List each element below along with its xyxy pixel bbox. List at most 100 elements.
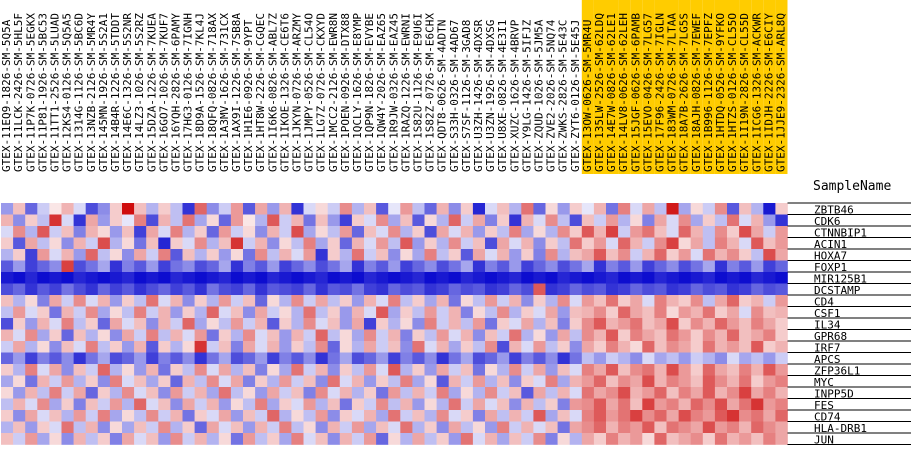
heatmap-cell	[37, 398, 50, 411]
heatmap-cell	[569, 387, 583, 399]
heatmap-cell	[400, 283, 413, 296]
heatmap-cell	[581, 318, 595, 330]
heatmap-cell	[763, 364, 776, 376]
heatmap-cell	[388, 318, 401, 330]
heatmap-cell	[25, 214, 38, 227]
heatmap-cell	[255, 352, 268, 365]
heatmap-cell	[97, 341, 111, 353]
heatmap-cell	[751, 249, 764, 261]
heatmap-cell	[243, 226, 256, 238]
heatmap-cell	[303, 203, 316, 215]
column-label: GTEX-XUZC-1626-SM-4BRVP	[508, 19, 521, 172]
heatmap-cell	[739, 249, 752, 261]
heatmap-cell	[606, 260, 619, 273]
heatmap-cell	[303, 214, 316, 227]
heatmap-cell	[472, 387, 486, 399]
heatmap-cell	[545, 387, 558, 399]
heatmap-cell	[303, 318, 316, 330]
heatmap-cell	[388, 329, 401, 342]
heatmap-cell	[109, 283, 123, 296]
heatmap-cell	[436, 226, 449, 238]
heatmap-cell	[122, 249, 135, 261]
column-label: GTEX-14E6C-1326-SM-5S2NR	[121, 13, 134, 172]
heatmap-cell	[557, 341, 570, 353]
heatmap-cell	[25, 352, 38, 365]
heatmap-cell	[49, 398, 62, 411]
heatmap-cell	[315, 203, 328, 215]
heatmap-cell	[37, 249, 50, 261]
heatmap-cell	[666, 318, 679, 330]
column-band	[85, 0, 98, 174]
heatmap-cell	[61, 375, 74, 388]
row-label: CSF1	[814, 307, 841, 320]
heatmap-cell	[424, 306, 437, 319]
heatmap-cell	[569, 364, 583, 376]
heatmap-cell	[364, 203, 377, 215]
heatmap-cell	[727, 237, 740, 250]
heatmap-cell	[85, 352, 99, 365]
heatmap-cell	[279, 341, 292, 353]
heatmap-cell	[739, 398, 752, 411]
heatmap-cell	[472, 352, 486, 365]
heatmap-cell	[315, 387, 328, 399]
heatmap-cell	[303, 249, 316, 261]
heatmap-cell	[170, 318, 183, 330]
heatmap-cell	[714, 295, 728, 307]
heatmap-cell	[218, 283, 232, 296]
heatmap-cell	[376, 375, 389, 388]
heatmap-cell	[412, 352, 425, 365]
heatmap-cell	[654, 260, 667, 273]
heatmap-cell	[618, 387, 631, 399]
heatmap-cell	[376, 398, 389, 411]
heatmap-cell	[97, 387, 111, 399]
heatmap-cell	[702, 387, 716, 399]
column-band	[485, 0, 498, 174]
heatmap-cell	[557, 387, 570, 399]
heatmap-cell	[122, 318, 135, 330]
heatmap-cell	[593, 352, 607, 365]
heatmap-cell	[376, 421, 389, 434]
heatmap-cell	[218, 249, 232, 261]
heatmap-cell	[424, 214, 437, 227]
heatmap-cell	[315, 295, 328, 307]
heatmap-cell	[654, 306, 667, 319]
heatmap-cell	[485, 387, 498, 399]
heatmap-cell	[13, 364, 26, 376]
heatmap-cell	[557, 203, 570, 215]
heatmap-cell	[775, 318, 788, 330]
heatmap-cell	[122, 433, 135, 445]
heatmap-cell	[206, 318, 220, 330]
heatmap-cell	[279, 272, 292, 284]
column-band	[255, 0, 268, 174]
heatmap-cell	[303, 329, 316, 342]
heatmap-cell	[533, 318, 546, 330]
heatmap-cell	[315, 237, 328, 250]
heatmap-cell	[182, 249, 195, 261]
heatmap-cell	[472, 214, 486, 227]
heatmap-cell	[533, 421, 546, 434]
heatmap-cell	[581, 306, 595, 319]
heatmap-cell	[690, 387, 704, 399]
heatmap-cell	[134, 295, 147, 307]
heatmap-cell	[702, 306, 716, 319]
heatmap-cell	[581, 295, 595, 307]
heatmap-cell	[642, 226, 655, 238]
heatmap-cell	[654, 375, 667, 388]
column-label: GTEX-17HG3-0126-SM-7IGNH	[182, 13, 195, 172]
heatmap-cell	[25, 375, 38, 388]
heatmap-cell	[751, 283, 764, 296]
column-labels: GTEX-11EQ9-1826-SM-5Q5A GTEX-11LCK-2426-S…	[0, 13, 787, 172]
heatmap-cell	[194, 398, 207, 411]
heatmap-cell	[678, 226, 691, 238]
heatmap-cell	[678, 295, 691, 307]
heatmap-cell	[339, 375, 353, 388]
heatmap-cell	[25, 387, 38, 399]
heatmap-cell	[666, 341, 679, 353]
heatmap-cell	[400, 398, 413, 411]
heatmap-cell	[509, 398, 522, 411]
heatmap-cell	[775, 421, 788, 434]
heatmap-cell	[497, 410, 510, 422]
heatmap-cell	[775, 226, 788, 238]
column-band	[339, 0, 352, 174]
